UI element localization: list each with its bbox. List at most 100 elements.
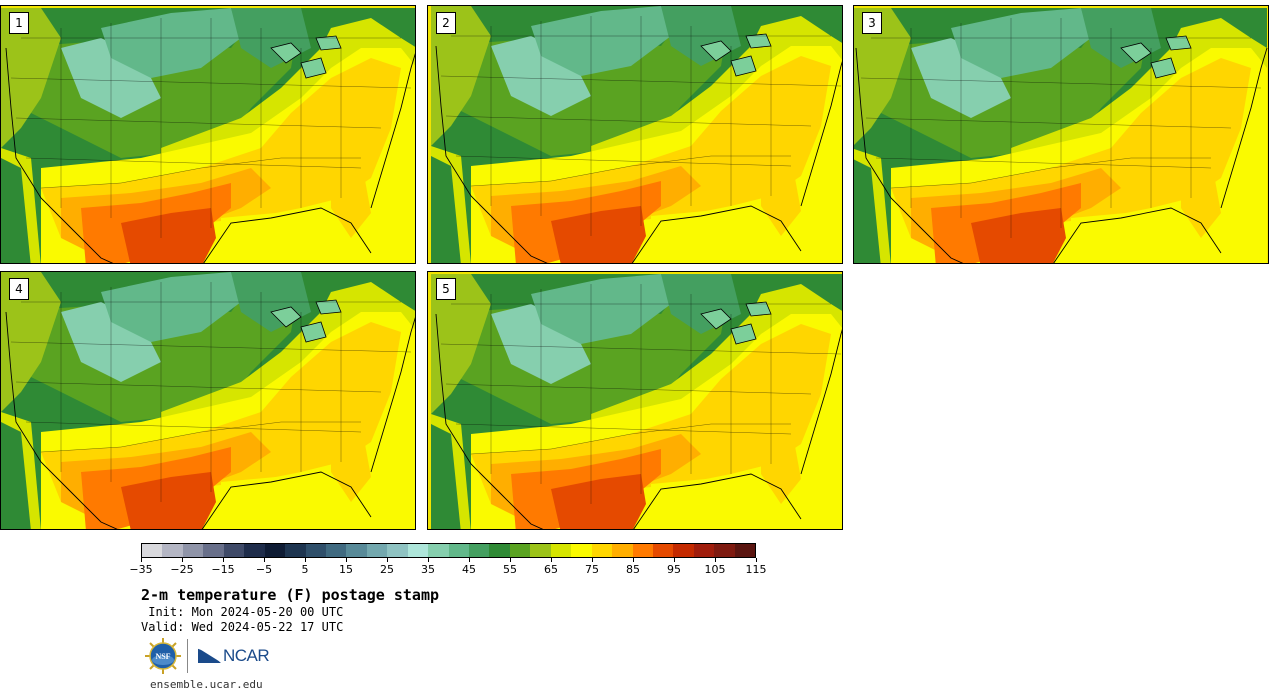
temperature-region (1, 272, 61, 412)
colorbar-tick (264, 558, 265, 562)
temperature-map-1 (1, 8, 415, 263)
colorbar-tick-label: 95 (667, 563, 681, 576)
state-border (875, 157, 1212, 169)
temperature-region (531, 274, 671, 344)
logo-divider (187, 639, 188, 673)
colorbar-segment (448, 544, 469, 557)
colorbar-segment (734, 544, 756, 557)
temperature-region (531, 6, 671, 76)
colorbar-tick-label: −35 (129, 563, 153, 576)
colorbar-segment (346, 544, 367, 557)
temperature-region (854, 8, 911, 145)
state-border (445, 383, 812, 395)
temperature-region (551, 206, 646, 263)
colorbar-tick-label: −5 (255, 563, 273, 576)
colorbar-segment (142, 544, 163, 557)
colorbar-tick-label: 45 (462, 563, 476, 576)
colorbar-tick-label: 25 (380, 563, 394, 576)
temperature-region (551, 474, 646, 529)
colorbar-segment (673, 544, 694, 557)
temperature-map-2 (431, 6, 842, 263)
temperature-region (1, 8, 61, 148)
temperature-region (431, 274, 491, 414)
colorbar-tick-label: 85 (626, 563, 640, 576)
colorbar-segment (244, 544, 265, 557)
colorbar-segment (203, 544, 224, 557)
temperature-region (1, 422, 31, 529)
colorbar-tick (674, 558, 675, 562)
colorbar-tick-label: 105 (704, 563, 726, 576)
colorbar-segment (591, 544, 613, 557)
colorbar-tick (387, 558, 388, 562)
colorbar-segment (693, 544, 715, 557)
colorbar-tick (346, 558, 347, 562)
sponsor-logos: NSF NCAR (145, 638, 275, 674)
init-time: Init: Mon 2024-05-20 00 UTC (141, 605, 344, 619)
coastline (5, 311, 415, 529)
state-border (40, 421, 361, 453)
website-url: ensemble.ucar.edu (150, 678, 263, 691)
colorbar-tick (182, 558, 183, 562)
state-border (455, 423, 792, 435)
temperature-region (101, 272, 241, 342)
colorbar-segment (162, 544, 183, 557)
member-map-4: 4 (0, 271, 416, 530)
colorbar-segment (571, 544, 592, 557)
colorbar-tick-label: 55 (503, 563, 517, 576)
colorbar-segment (366, 544, 388, 557)
coastline (855, 47, 1268, 263)
temperature-region (971, 208, 1066, 263)
member-map-2: 2 (427, 5, 843, 264)
member-label-3: 3 (862, 12, 882, 34)
colorbar-tick-label: 115 (745, 563, 767, 576)
state-border (470, 423, 791, 455)
state-border (40, 157, 361, 189)
colorbar-segment (305, 544, 326, 557)
colorbar-tick (551, 558, 552, 562)
member-label-5: 5 (436, 278, 456, 300)
colorbar-tick-label: 35 (421, 563, 435, 576)
state-border (470, 155, 791, 187)
temperature-map-5 (431, 274, 842, 529)
temperature-region (651, 474, 810, 529)
temperature-region (221, 208, 380, 263)
temperature-region (121, 208, 216, 263)
state-border (455, 155, 792, 167)
state-border (25, 421, 362, 433)
temperature-region (431, 6, 491, 146)
colorbar-segment (489, 544, 510, 557)
colorbar-segment (612, 544, 633, 557)
colorbar-tick-label: 5 (301, 563, 309, 576)
temperature-colorbar (141, 543, 756, 558)
state-border (25, 157, 362, 169)
colorbar-tick (428, 558, 429, 562)
colorbar-segment (325, 544, 347, 557)
colorbar-segment (285, 544, 306, 557)
colorbar-tick (141, 558, 142, 562)
state-border (15, 381, 382, 393)
colorbar-tick-label: 75 (585, 563, 599, 576)
ncar-logo-text: NCAR (223, 646, 270, 665)
nsf-logo-icon: NSF (145, 638, 181, 674)
coastline (5, 47, 415, 263)
member-map-1: 1 (0, 5, 416, 264)
colorbar-tick (223, 558, 224, 562)
temperature-region (1071, 208, 1230, 263)
temperature-map-3 (854, 8, 1268, 263)
temperature-region (221, 472, 381, 529)
colorbar-segment (652, 544, 674, 557)
colorbar-tick-label: 65 (544, 563, 558, 576)
colorbar-tick (469, 558, 470, 562)
member-map-3: 3 (853, 5, 1269, 264)
colorbar-segment (530, 544, 551, 557)
colorbar-segment (182, 544, 204, 557)
state-border (890, 157, 1211, 189)
colorbar-tick-label: −15 (211, 563, 235, 576)
nsf-logo-text: NSF (155, 652, 170, 661)
temperature-region (431, 156, 461, 263)
temperature-region (651, 206, 811, 263)
coastline (435, 313, 842, 529)
temperature-map-4 (1, 272, 415, 529)
temperature-region (101, 8, 241, 78)
